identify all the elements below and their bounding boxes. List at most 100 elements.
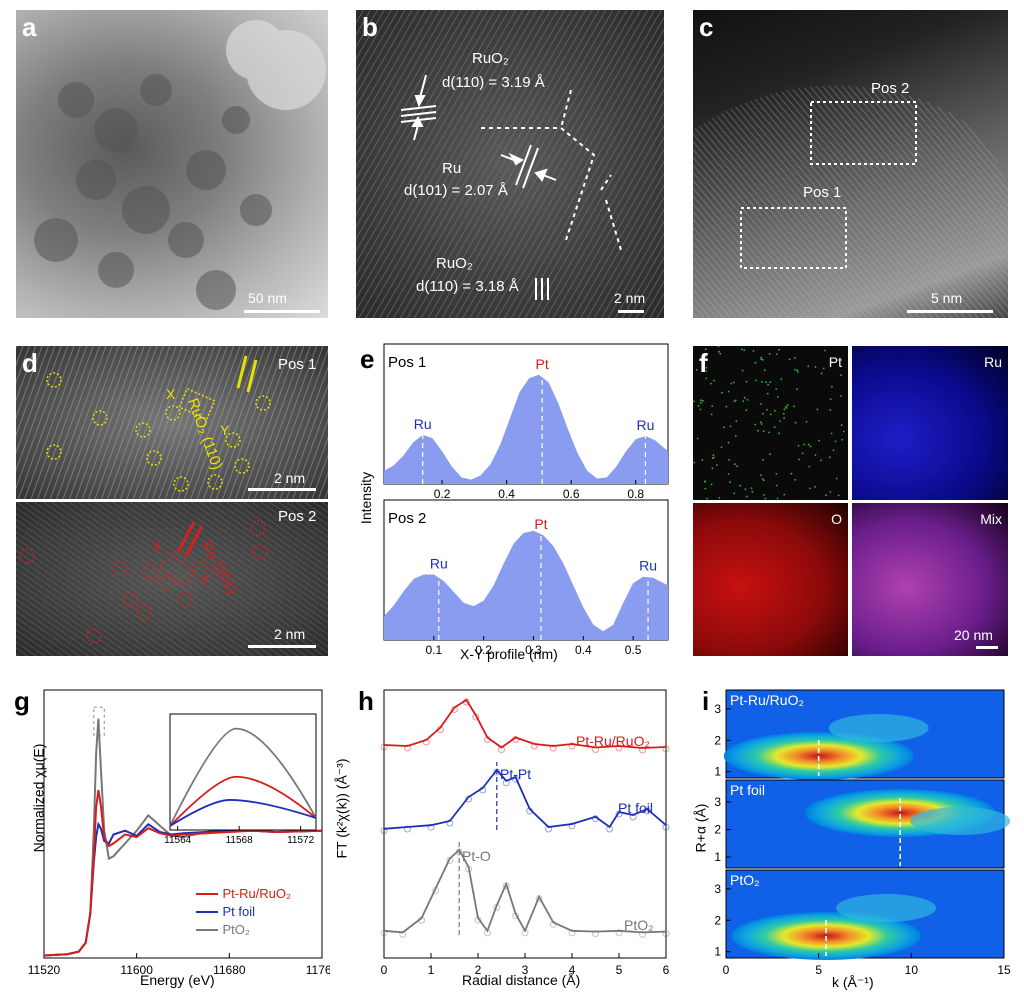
pt-signal-dot	[775, 473, 778, 475]
pt-signal-dot	[727, 390, 730, 393]
chart-h: 0 1 2 3 4 5 6	[380, 689, 670, 977]
pt-signal-dot	[762, 430, 765, 433]
pt-signal-dot	[736, 465, 738, 468]
label-d-pos2: Pos 2	[278, 508, 317, 525]
pt-signal-dot	[822, 367, 825, 370]
pt-signal-dot	[761, 478, 764, 480]
pt-signal-dot	[767, 383, 769, 386]
g-legend: Pt-Ru/RuO₂ Pt foil PtO₂	[196, 885, 291, 939]
x-tick-label: 0.2	[434, 487, 451, 501]
pt-signal-dot	[739, 484, 742, 487]
data-point	[418, 916, 426, 924]
pt-signal-dot	[760, 356, 763, 359]
data-point	[498, 746, 505, 753]
scale-bar-f	[976, 646, 998, 649]
x-tick-label: 2	[475, 963, 482, 977]
data-point	[639, 746, 646, 754]
pt-signal-dot	[706, 497, 708, 500]
wt-secondary-blob	[836, 894, 937, 922]
data-point	[662, 823, 670, 831]
data-point	[483, 929, 491, 937]
data-point	[502, 882, 510, 890]
lattice-texture	[356, 10, 664, 318]
map-label-mix: Mix	[980, 511, 1002, 527]
data-point	[615, 744, 623, 752]
label-x-pos1: X	[166, 386, 176, 402]
pt-signal-dot	[783, 417, 785, 420]
pt-signal-dot	[704, 355, 707, 358]
pt-signal-dot	[710, 483, 713, 486]
pt-signal-dot	[743, 396, 746, 399]
inset-x-tick-label: 11572	[287, 835, 315, 846]
panel-f-map-o: O	[693, 503, 848, 656]
pt-signal-dot	[693, 400, 695, 403]
label-d110-top: d(110) = 3.19 Å	[442, 74, 545, 91]
e-xlabel: X-Y profile (nm)	[460, 646, 558, 662]
pt-signal-dot	[729, 481, 731, 484]
pt-signal-dot	[794, 356, 796, 359]
pt-signal-dot	[779, 420, 781, 422]
y-tick-label: 2	[714, 733, 721, 747]
y-tick-label: 1	[714, 945, 721, 959]
pt-signal-dot	[796, 369, 799, 372]
pt-signal-dot	[841, 438, 843, 441]
x-tick-label: 5	[815, 963, 822, 977]
legend-swatch-red	[196, 892, 218, 895]
panel-letter-e: e	[360, 344, 375, 374]
pt-signal-dot	[783, 493, 786, 496]
pt-signal-dot	[820, 459, 822, 462]
data-point	[436, 726, 444, 733]
pt-signal-dot	[765, 381, 767, 384]
h-xlabel: Radial distance (Å)	[462, 972, 581, 988]
data-point	[462, 698, 470, 706]
pt-signal-dot	[697, 405, 700, 407]
pt-signal-dot	[702, 399, 704, 402]
pt-signal-dot	[720, 446, 723, 449]
pt-signal-dot	[760, 423, 763, 425]
pt-signal-dot	[710, 382, 712, 385]
panel-letter-a: a	[22, 12, 37, 42]
inset-x-tick-label: 11564	[164, 835, 192, 846]
map-label-o: O	[831, 511, 842, 527]
data-point	[512, 736, 520, 743]
x-tick-label: 3	[522, 963, 529, 977]
y-tick-label: 1	[714, 765, 721, 779]
pt-signal-dot	[719, 352, 722, 355]
pt-signal-dot	[699, 408, 702, 411]
chart-e-pos2: Ru Pt Ru 0.1 0.2 0.3 0.4 0.5	[383, 499, 669, 657]
h-label-pto2: PtO₂	[624, 917, 654, 933]
pt-signal-dot	[818, 439, 821, 442]
pt-signal-dot	[734, 463, 736, 465]
pt-signal-dot	[820, 372, 823, 375]
pt-signal-dot	[808, 465, 811, 468]
data-point	[592, 746, 599, 753]
pt-signal-dot	[762, 458, 764, 461]
pt-signal-dot	[750, 487, 753, 489]
label-ruo2-bottom: RuO₂	[436, 255, 473, 272]
pt-signal-dot	[712, 454, 715, 457]
pt-signal-dot	[754, 423, 757, 426]
pt-signal-dot	[824, 349, 826, 352]
data-point	[446, 819, 454, 827]
pt-signal-dot	[696, 437, 699, 440]
data-point	[643, 807, 651, 815]
peak-label: Ru	[414, 416, 432, 432]
pt-signal-dot	[711, 467, 714, 470]
haadf-texture	[693, 85, 1008, 318]
data-point	[568, 742, 576, 750]
x-tick-label: 0.3	[525, 643, 542, 657]
panel-letter-d: d	[22, 348, 38, 378]
pt-signal-dot	[725, 405, 728, 408]
pt-signal-dot	[733, 400, 736, 403]
panel-c-haadf-image: c Pos 2 Pos 1 5 nm	[693, 10, 1008, 318]
data-point	[568, 929, 576, 937]
data-point	[446, 857, 454, 864]
pt-signal-dot	[717, 346, 720, 347]
scale-bar-d2	[248, 645, 316, 648]
i-xlabel: k (Å⁻¹)	[832, 974, 874, 990]
data-point	[502, 779, 510, 787]
pt-signal-dot	[766, 409, 768, 411]
pt-signal-dot	[701, 459, 704, 462]
x-tick-label: 4	[569, 963, 576, 977]
data-point	[512, 912, 520, 920]
